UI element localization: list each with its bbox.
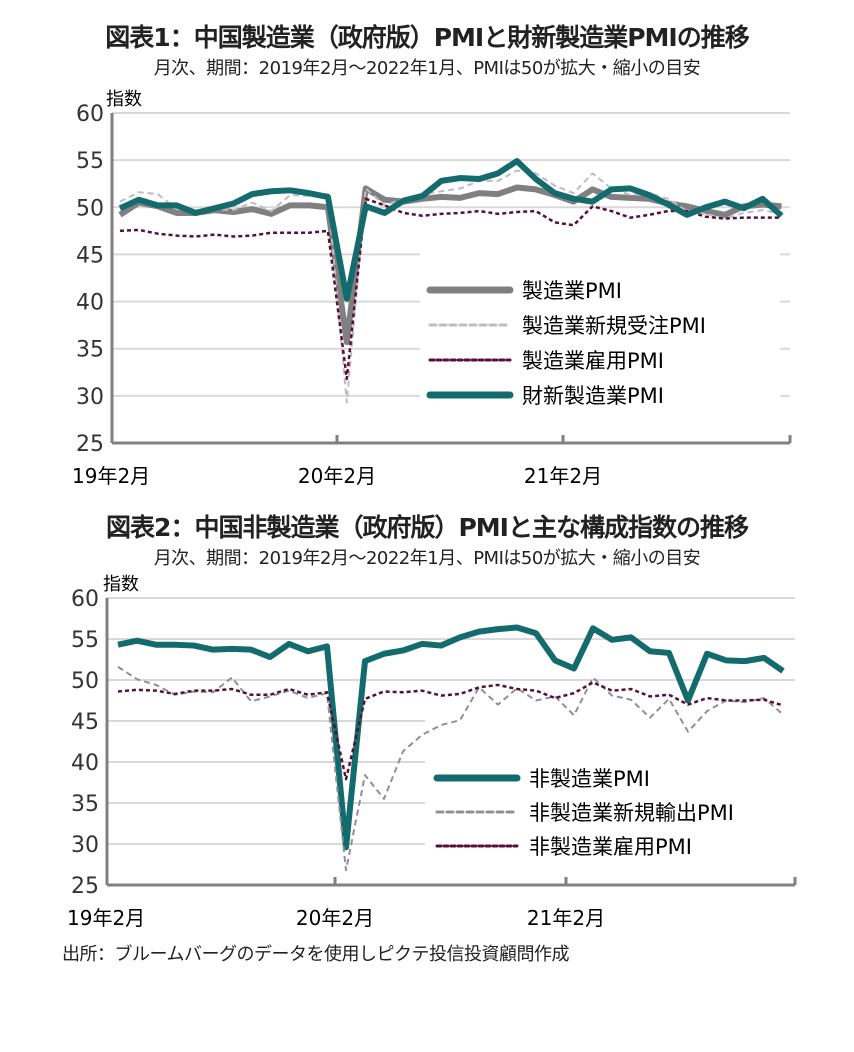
x-tick-label: 20年2月 — [296, 906, 374, 930]
y-tick-label: 25 — [71, 874, 99, 899]
source-note: 出所：ブルームバーグのデータを使用しピクテ投信投資顧問作成 — [62, 944, 569, 965]
x-tick-label: 20年2月 — [298, 464, 376, 488]
y-tick-label: 55 — [76, 149, 104, 174]
legend-label: 製造業新規受注PMI — [522, 314, 706, 338]
legend-label: 非製造業雇用PMI — [529, 835, 692, 859]
legend-label: 非製造業新規輸出PMI — [529, 801, 734, 825]
y-tick-label: 50 — [76, 196, 104, 221]
x-tick-label: 21年2月 — [524, 464, 602, 488]
chart1-title: 図表1：中国製造業（政府版）PMIと財新製造業PMIの推移 — [105, 23, 749, 52]
y-tick-label: 55 — [71, 628, 99, 653]
series-line-1 — [119, 169, 782, 404]
y-tick-label: 60 — [76, 102, 104, 127]
x-tick-label: 19年2月 — [67, 906, 145, 930]
legend-box — [425, 705, 800, 870]
y-tick-label: 30 — [71, 833, 99, 858]
series-line-3 — [118, 158, 784, 302]
series-line-0 — [117, 624, 785, 851]
x-tick-label: 19年2月 — [72, 464, 150, 488]
chart2-title: 図表2：中国非製造業（政府版）PMIと主な構成指数の推移 — [106, 513, 749, 542]
legend-label: 財新製造業PMI — [522, 384, 664, 408]
legend-label: 製造業雇用PMI — [522, 349, 664, 373]
legend-label: 非製造業PMI — [529, 767, 650, 791]
y-tick-label: 25 — [76, 432, 104, 457]
series-line-2 — [119, 197, 782, 381]
y-tick-label: 35 — [71, 792, 99, 817]
y-tick-label: 45 — [76, 243, 104, 268]
y-axis-label: 指数 — [103, 574, 139, 595]
y-tick-label: 35 — [76, 338, 104, 363]
y-tick-label: 40 — [71, 751, 99, 776]
legend-box — [420, 240, 780, 440]
y-tick-label: 30 — [76, 385, 104, 410]
x-tick-label: 21年2月 — [527, 906, 605, 930]
y-tick-label: 45 — [71, 710, 99, 735]
series-line-2 — [117, 681, 784, 781]
y-tick-label: 60 — [71, 587, 99, 612]
y-axis-label: 指数 — [106, 89, 142, 110]
y-tick-label: 40 — [76, 291, 104, 316]
chart1-subtitle: 月次、期間：2019年2月～2022年1月、PMIは50が拡大・縮小の目安 — [153, 58, 701, 79]
y-tick-label: 50 — [71, 669, 99, 694]
series-line-1 — [117, 666, 784, 872]
chart2-subtitle: 月次、期間：2019年2月～2022年1月、PMIは50が拡大・縮小の目安 — [153, 548, 701, 569]
legend-label: 製造業PMI — [522, 279, 622, 303]
